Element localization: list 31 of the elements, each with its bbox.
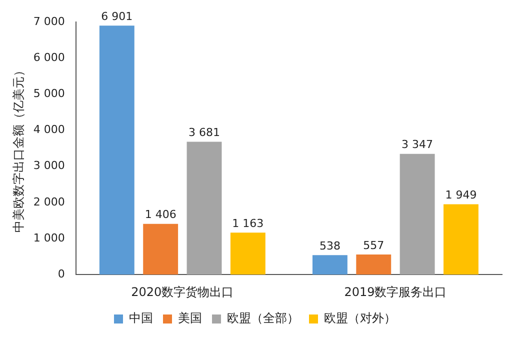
bar	[444, 204, 478, 275]
y-tick-label: 4 000	[33, 123, 65, 136]
data-label: 557	[363, 238, 384, 252]
y-tick-label: 7 000	[33, 14, 65, 28]
data-label: 1 163	[232, 216, 264, 230]
legend-label: 美国	[178, 311, 202, 326]
legend-label: 欧盟（全部）	[227, 311, 299, 326]
data-label: 6 901	[101, 10, 133, 23]
data-label: 3 681	[188, 126, 220, 140]
y-tick-label: 3 000	[33, 159, 65, 172]
legend-label: 中国	[129, 311, 153, 326]
y-tick-label: 2 000	[33, 195, 65, 208]
x-tick-label: 2019数字服务出口	[344, 284, 447, 299]
data-label: 538	[319, 240, 340, 253]
y-tick-label: 5 000	[33, 87, 65, 100]
bar	[186, 142, 222, 275]
bar	[99, 26, 134, 275]
bar	[143, 224, 178, 275]
y-tick-label: 0	[58, 267, 65, 280]
data-label: 1 406	[144, 208, 176, 222]
y-tick-label: 1 000	[33, 231, 65, 244]
y-tick-label: 6 000	[33, 50, 65, 64]
legend-label: 欧盟（对外）	[324, 311, 396, 326]
bar	[312, 255, 348, 275]
bar	[230, 232, 266, 275]
data-label: 3 347	[402, 138, 434, 152]
x-tick-label: 2020数字货物出口	[131, 284, 234, 299]
y-axis-title: 中美欧数字出口金额（亿美元）	[11, 64, 26, 232]
bar	[400, 154, 435, 275]
bar	[356, 254, 392, 275]
data-label: 1 949	[445, 188, 477, 202]
